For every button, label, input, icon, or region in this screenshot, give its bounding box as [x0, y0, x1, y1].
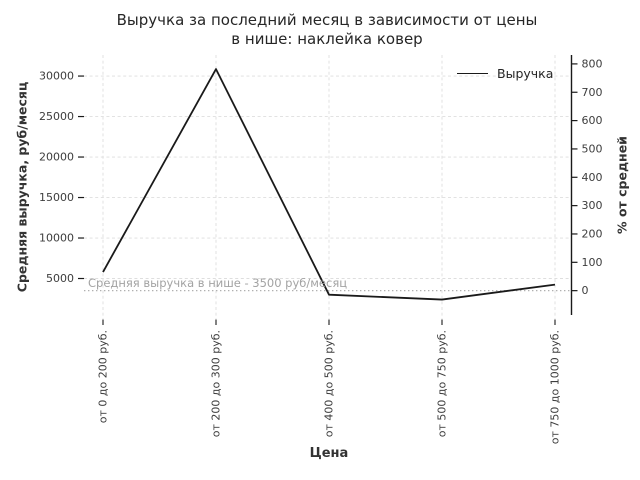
y-right-tick-label: 0 [582, 284, 589, 297]
y-right-tick-label: 500 [582, 142, 603, 155]
y-right-tick-label: 100 [582, 256, 603, 269]
chart-title-line1: Выручка за последний месяц в зависимости… [116, 11, 538, 29]
y-left-axis-label: Средняя выручка, руб/месяц [14, 81, 30, 293]
legend-label: Выручка [497, 66, 554, 81]
revenue-line [102, 68, 556, 301]
legend-line-sample [457, 73, 488, 74]
y-right-tick-label: 400 [582, 171, 603, 184]
y-right-tick-label: 700 [582, 86, 603, 99]
y-left-tick-label: 10000 [39, 232, 74, 245]
y-right-tick-label: 200 [582, 227, 603, 240]
x-axis-label: Цена [309, 446, 349, 461]
y-right-tick-label: 300 [582, 199, 603, 212]
chart-title: Выручка за последний месяц в зависимости… [27, 11, 627, 49]
x-tick-label: от 750 до 1000 руб. [549, 330, 562, 444]
y-left-tick-label: 25000 [39, 110, 74, 123]
y-right-tick-label: 800 [582, 57, 603, 70]
x-tick-label: от 400 до 500 руб. [323, 330, 336, 437]
chart-title-line2: в нише: наклейка ковер [231, 30, 423, 48]
y-left-tick-label: 30000 [39, 70, 74, 83]
y-left-tick-label: 20000 [39, 151, 74, 164]
x-tick-label: от 0 до 200 руб. [97, 330, 110, 423]
y-left-tick-label: 5000 [46, 272, 74, 285]
legend: Выручка [457, 66, 553, 81]
x-tick-label: от 500 до 750 руб. [436, 330, 449, 437]
y-left-tick-label: 15000 [39, 191, 74, 204]
y-right-tick-label: 600 [582, 114, 603, 127]
y-right-axis-label: % от средней [614, 136, 630, 234]
x-tick-label: от 200 до 300 руб. [210, 330, 223, 437]
average-annotation: Средняя выручка в нише - 3500 руб/месяц [88, 276, 348, 290]
